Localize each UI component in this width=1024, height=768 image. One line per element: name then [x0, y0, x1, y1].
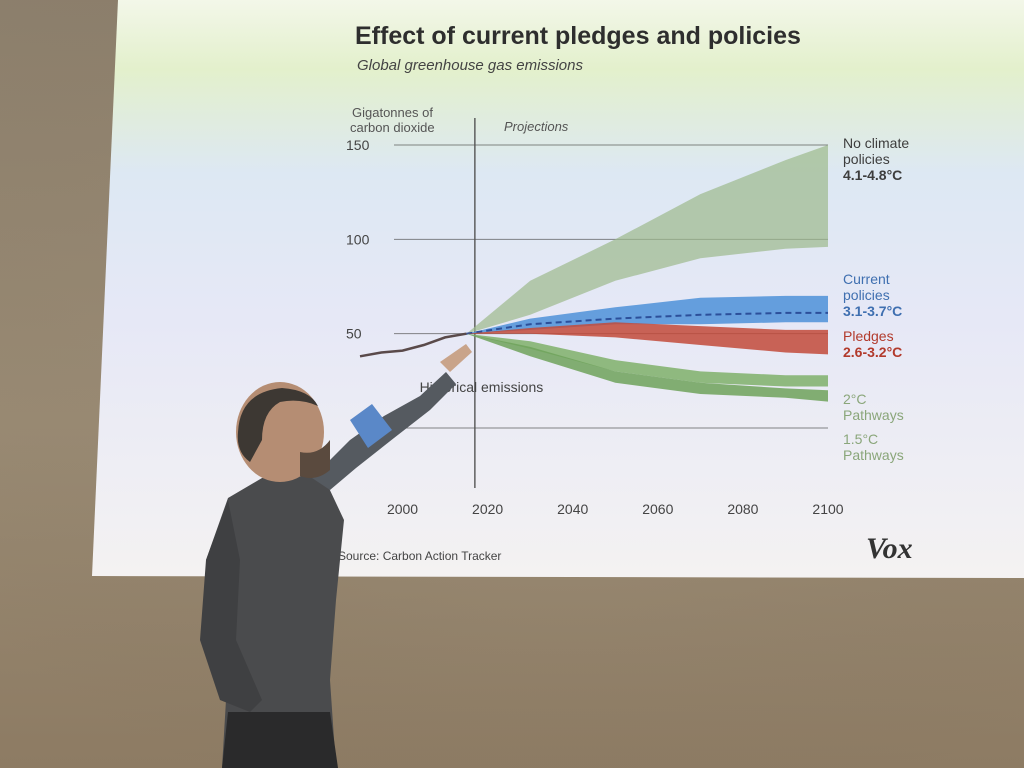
legend-3-line-1: Pathways	[843, 407, 904, 423]
historical-emissions-line	[359, 332, 467, 358]
presenter-left-arm	[200, 500, 262, 712]
legend-2-line-1: 2.6-3.2°C	[843, 344, 902, 360]
y-axis-label-line-2: carbon dioxide	[350, 120, 435, 135]
presenter-trousers	[222, 712, 338, 768]
y-axis-label-line-1: Gigatonnes of	[352, 105, 433, 120]
slide-subtitle: Global greenhouse gas emissions	[357, 57, 583, 74]
legend-4-line-0: 1.5°C	[843, 431, 878, 447]
x-tick-2020: 2020	[472, 501, 503, 517]
slide-title: Effect of current pledges and policies	[355, 22, 801, 50]
emissions-chart: 150 100 50 2000 2020 2040 2060 2080 2100 No clima…	[346, 118, 909, 517]
band-1-median-line	[466, 311, 828, 335]
presenter-hair	[237, 388, 318, 462]
legend-0-line-0: No climate	[843, 135, 909, 151]
legend-1-line-2: 3.1-3.7°C	[843, 303, 902, 319]
x-tick-2080: 2080	[727, 501, 758, 517]
y-tick-150: 150	[346, 137, 370, 153]
source-note: Source: Carbon Action Tracker	[338, 549, 501, 563]
band-1	[466, 295, 828, 334]
band-0	[466, 145, 828, 334]
legend-3-line-0: 2°C	[843, 391, 867, 407]
x-tick-2100: 2100	[812, 501, 843, 517]
presenter-beard	[300, 440, 330, 478]
x-tick-2060: 2060	[642, 501, 673, 517]
presenter-shirt-cuff	[350, 404, 392, 448]
presenter	[200, 344, 472, 768]
legend-4-line-1: Pathways	[843, 447, 904, 463]
legend-1-line-1: policies	[843, 287, 890, 303]
legend-0-line-1: policies	[843, 151, 890, 167]
legend-1-line-0: Current	[843, 271, 890, 287]
vox-logo: Vox	[866, 532, 913, 565]
legend-2-line-0: Pledges	[843, 328, 894, 344]
y-tick-100: 100	[346, 231, 370, 247]
band-2	[466, 322, 828, 355]
band-3	[466, 333, 828, 387]
projections-annotation: Projections	[504, 119, 569, 134]
x-tick-2040: 2040	[557, 501, 588, 517]
band-4	[466, 333, 828, 402]
presenter-pointing-hand	[440, 344, 472, 372]
y-tick-50: 50	[346, 326, 362, 342]
x-tick-2000: 2000	[387, 501, 418, 517]
legend-0-line-2: 4.1-4.8°C	[843, 167, 902, 183]
